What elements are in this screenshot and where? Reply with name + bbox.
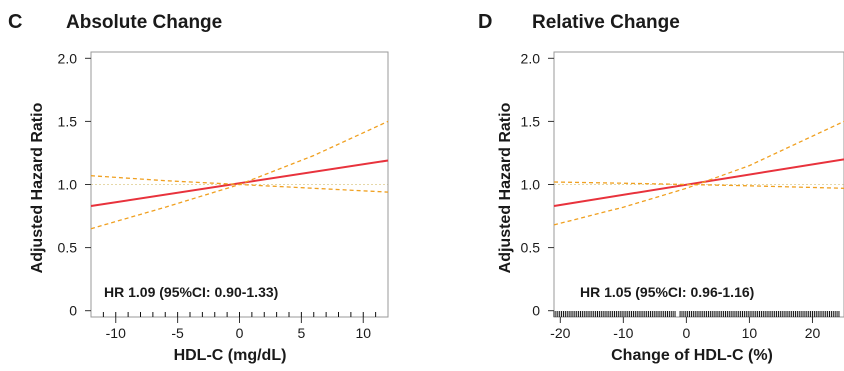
panel-c: C Absolute Change HDL-C (mg/dL) Adjusted… — [8, 11, 389, 364]
x-tick-label: 0 — [236, 325, 244, 341]
x-tick-label: 10 — [742, 325, 758, 341]
y-tick-label: 2.0 — [521, 50, 541, 66]
panel-letter: C — [8, 11, 22, 33]
y-axis-label: Adjusted Hazard Ratio — [29, 102, 46, 273]
y-tick-label: 1.0 — [58, 177, 78, 193]
x-axis-label: Change of HDL-C (%) — [611, 347, 773, 364]
x-tick-label: -10 — [613, 325, 633, 341]
x-axis-label: HDL-C (mg/dL) — [174, 347, 287, 364]
y-axis-label: Adjusted Hazard Ratio — [497, 102, 514, 273]
upper-line — [90, 120, 389, 230]
y-tick-label: 0 — [532, 303, 540, 319]
estimate-line — [553, 158, 844, 207]
x-tick-label: -10 — [106, 325, 126, 341]
panel-letter: D — [478, 11, 492, 33]
panel-title: Absolute Change — [66, 12, 222, 33]
y-tick-label: 0 — [69, 303, 77, 319]
upper-line — [553, 120, 844, 226]
y-tick-label: 2.0 — [58, 50, 78, 66]
x-tick-label: 0 — [682, 325, 690, 341]
lower-line — [553, 181, 844, 189]
estimate-line — [90, 159, 389, 207]
panel-d: D Relative Change Change of HDL-C (%) Ad… — [478, 11, 844, 364]
lower-line — [90, 175, 389, 193]
y-tick-label: 0.5 — [58, 240, 78, 256]
x-tick-label: -20 — [550, 325, 570, 341]
panel-title: Relative Change — [532, 12, 680, 33]
x-tick-label: -5 — [171, 325, 184, 341]
x-tick-label: 20 — [805, 325, 821, 341]
y-tick-label: 1.0 — [521, 177, 541, 193]
x-tick-label: 10 — [355, 325, 371, 341]
hazard-ratio-annotation: HR 1.05 (95%CI: 0.96-1.16) — [580, 284, 754, 300]
hazard-ratio-annotation: HR 1.09 (95%CI: 0.90-1.33) — [104, 284, 278, 300]
x-tick-label: 5 — [297, 325, 305, 341]
y-tick-label: 1.5 — [521, 113, 541, 129]
y-tick-label: 0.5 — [521, 240, 541, 256]
y-tick-label: 1.5 — [58, 113, 78, 129]
